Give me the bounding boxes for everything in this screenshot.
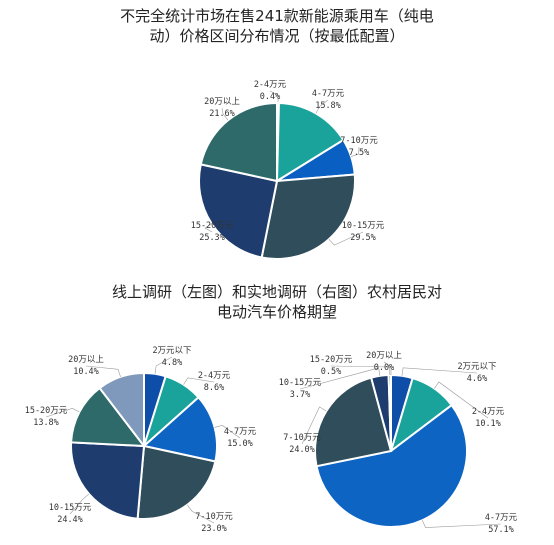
slice-percent-label: 25.3%	[199, 233, 225, 243]
leader-line	[434, 381, 489, 419]
leader-line	[301, 406, 327, 445]
pie-slice	[136, 444, 217, 520]
pie-slice	[260, 173, 356, 260]
slice-percent-label: 8.6%	[204, 383, 224, 393]
slice-category-label: 2万元以下	[457, 362, 497, 372]
slice-category-label: 20万以上	[366, 351, 402, 361]
leader-line	[187, 504, 215, 524]
slice-category-label: 15-20万元	[25, 406, 68, 416]
leader-line	[85, 365, 121, 377]
leader-line	[383, 361, 392, 375]
leader-line	[330, 365, 391, 376]
chart-title-bottom-line1: 线上调研（左图）和实地调研（右图）农村居民对	[111, 283, 442, 301]
chart-title-top-line1: 不完全统计市场在售241款新能源乘用车（纯电	[120, 7, 434, 25]
leader-line	[183, 377, 215, 385]
leader-line	[45, 407, 80, 418]
pie-slice	[275, 101, 345, 183]
slice-category-label: 2-4万元	[472, 407, 505, 417]
leader-line	[422, 520, 502, 528]
leader-line	[269, 90, 279, 104]
slice-category-label: 20万以上	[68, 355, 104, 365]
slice-category-label: 2-4万元	[198, 371, 231, 381]
slice-percent-label: 15.0%	[227, 439, 253, 449]
slice-category-label: 2-4万元	[254, 80, 287, 90]
slice-percent-label: 23.0%	[201, 524, 227, 534]
leader-line	[328, 231, 364, 246]
slice-category-label: 4-7万元	[224, 427, 257, 437]
leader-line	[350, 146, 360, 157]
slice-percent-label: 4.6%	[467, 374, 487, 384]
slice-percent-label: 29.5%	[350, 233, 376, 243]
pie-chart-3: 2万元以下 4.6% 2-4万元 10.1% 4-7万元 57.1% 7-10万元 24.0%…	[279, 351, 518, 535]
pie-chart-1: 2-4万元 0.4% 4-7万元 15.8% 7-10万元 7.5% 10-15万元 29.5…	[191, 80, 385, 260]
slice-percent-label: 7.5%	[349, 148, 369, 158]
leader-line	[401, 367, 478, 376]
slice-category-label: 2万元以下	[152, 346, 192, 356]
chart-title-top-line2: 动）价格区间分布情况（按最低配置）	[149, 27, 405, 45]
slice-percent-label: 24.4%	[57, 515, 83, 525]
pie-slice	[70, 386, 147, 448]
slice-percent-label: 13.8%	[33, 418, 59, 428]
chart-title-bottom-line2: 电动汽车价格期望	[216, 303, 337, 321]
leader-line	[69, 493, 90, 515]
slice-percent-label: 21.6%	[209, 109, 235, 119]
slice-category-label: 7-10万元	[283, 433, 321, 443]
leader-line	[315, 99, 329, 114]
slice-percent-label: 57.1%	[488, 525, 514, 535]
slice-category-label: 15-20万元	[191, 221, 234, 231]
slice-percent-label: 10.4%	[73, 367, 99, 377]
slice-category-label: 20万以上	[204, 97, 240, 107]
leader-line	[154, 356, 173, 374]
leader-line	[221, 107, 229, 121]
leader-line	[204, 223, 213, 233]
slice-category-label: 10-15万元	[342, 221, 385, 231]
pie-chart-2: 2万元以下 4.8% 2-4万元 8.6% 4-7万元 15.0% 7-10万元 23.0% 1…	[25, 346, 257, 534]
slice-percent-label: 15.8%	[315, 101, 341, 111]
slice-category-label: 10-15万元	[279, 378, 322, 388]
chart-title-bottom: 线上调研（左图）和实地调研（右图）农村居民对 电动汽车价格期望	[0, 282, 554, 322]
leader-line	[299, 367, 381, 390]
leader-line	[214, 425, 241, 439]
pie-slice	[199, 101, 278, 183]
slice-percent-label: 0.5%	[321, 367, 341, 377]
pie-slice	[98, 371, 145, 449]
slice-category-label: 4-7万元	[485, 513, 518, 523]
slice-percent-label: 0.0%	[374, 363, 394, 373]
slice-percent-label: 10.1%	[475, 419, 501, 429]
slice-category-label: 7-10万元	[195, 512, 233, 522]
pie-slice	[198, 163, 279, 259]
slice-category-label: 10-15万元	[49, 503, 92, 513]
slice-category-label: 15-20万元	[310, 355, 353, 365]
chart-title-top: 不完全统计市场在售241款新能源乘用车（纯电 动）价格区间分布情况（按最低配置）	[0, 6, 554, 46]
slice-category-label: 4-7万元	[312, 89, 345, 99]
slice-percent-label: 4.8%	[162, 358, 182, 368]
slice-category-label: 7-10万元	[340, 136, 378, 146]
slice-percent-label: 24.0%	[289, 445, 315, 455]
slice-percent-label: 0.4%	[260, 92, 280, 102]
slice-percent-label: 3.7%	[290, 390, 310, 400]
